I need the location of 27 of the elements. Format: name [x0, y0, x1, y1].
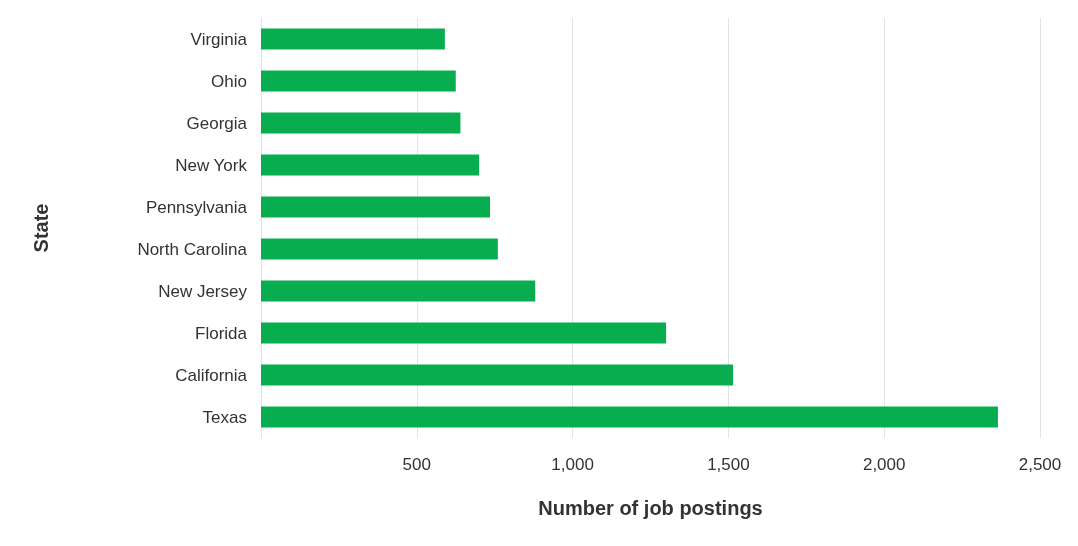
- bar: [261, 280, 536, 302]
- y-tick-label: Virginia: [190, 29, 248, 49]
- x-tick-label: 500: [402, 455, 431, 474]
- x-tick-label: 1,000: [551, 455, 594, 474]
- y-tick-label: New Jersey: [158, 281, 248, 301]
- y-tick-label: Texas: [202, 407, 247, 427]
- bar: [261, 238, 498, 260]
- bar: [261, 322, 667, 344]
- x-tick-label: 2,000: [862, 455, 906, 474]
- y-tick-label: Pennsylvania: [145, 197, 248, 217]
- bar: [261, 112, 461, 134]
- y-tick-label: California: [175, 365, 248, 385]
- bar: [261, 364, 734, 386]
- y-tick-label: North Carolina: [137, 239, 248, 259]
- y-tick-label: Ohio: [211, 71, 247, 91]
- y-tick-label: New York: [175, 155, 248, 175]
- bar: [261, 70, 456, 92]
- bar: [261, 154, 480, 176]
- bar: [261, 406, 998, 428]
- x-tick-label: 1,500: [707, 455, 750, 474]
- y-tick-label: Florida: [195, 323, 248, 343]
- x-axis-title: Number of job postings: [538, 497, 763, 519]
- y-tick-label: Georgia: [186, 113, 248, 133]
- y-axis-title: State: [30, 203, 52, 253]
- bar: [261, 28, 445, 50]
- x-tick-label: 2,500: [1018, 455, 1062, 474]
- bar: [261, 196, 491, 218]
